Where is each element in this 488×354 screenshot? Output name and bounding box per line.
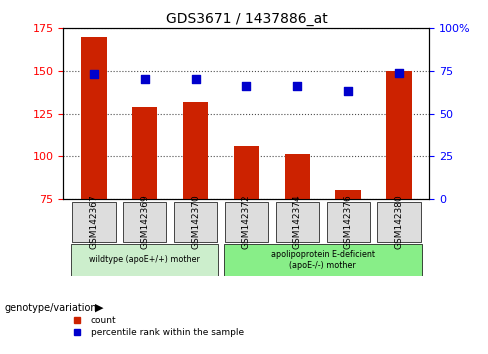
Point [395, 70, 403, 75]
FancyBboxPatch shape [224, 244, 422, 276]
Bar [285, 154, 310, 199]
Bar [335, 190, 361, 199]
FancyBboxPatch shape [123, 202, 166, 242]
Text: GSM142372: GSM142372 [242, 195, 251, 249]
Text: wildtype (apoE+/+) mother: wildtype (apoE+/+) mother [89, 255, 200, 264]
Bar [234, 146, 259, 199]
Point [243, 84, 250, 89]
Point [141, 76, 149, 82]
Text: genotype/variation: genotype/variation [5, 303, 98, 313]
Text: GSM142376: GSM142376 [344, 195, 353, 249]
Text: GSM142370: GSM142370 [191, 195, 200, 249]
FancyBboxPatch shape [225, 202, 268, 242]
FancyBboxPatch shape [71, 244, 219, 276]
Bar [132, 107, 158, 199]
Text: ▶: ▶ [95, 303, 103, 313]
Point [344, 88, 352, 94]
Point [192, 76, 200, 82]
Title: GDS3671 / 1437886_at: GDS3671 / 1437886_at [165, 12, 327, 26]
FancyBboxPatch shape [72, 202, 116, 242]
Text: GSM142374: GSM142374 [293, 195, 302, 249]
Bar [386, 71, 412, 199]
FancyBboxPatch shape [326, 202, 370, 242]
Text: GSM142369: GSM142369 [140, 195, 149, 249]
Text: GSM142380: GSM142380 [394, 195, 404, 249]
FancyBboxPatch shape [276, 202, 319, 242]
Text: apolipoprotein E-deficient
(apoE-/-) mother: apolipoprotein E-deficient (apoE-/-) mot… [271, 250, 375, 269]
Bar [183, 102, 208, 199]
Point [90, 72, 98, 77]
FancyBboxPatch shape [377, 202, 421, 242]
Text: GSM142367: GSM142367 [89, 195, 99, 249]
Bar [81, 37, 107, 199]
Point [293, 84, 301, 89]
Legend: count, percentile rank within the sample: count, percentile rank within the sample [68, 316, 244, 337]
FancyBboxPatch shape [174, 202, 217, 242]
